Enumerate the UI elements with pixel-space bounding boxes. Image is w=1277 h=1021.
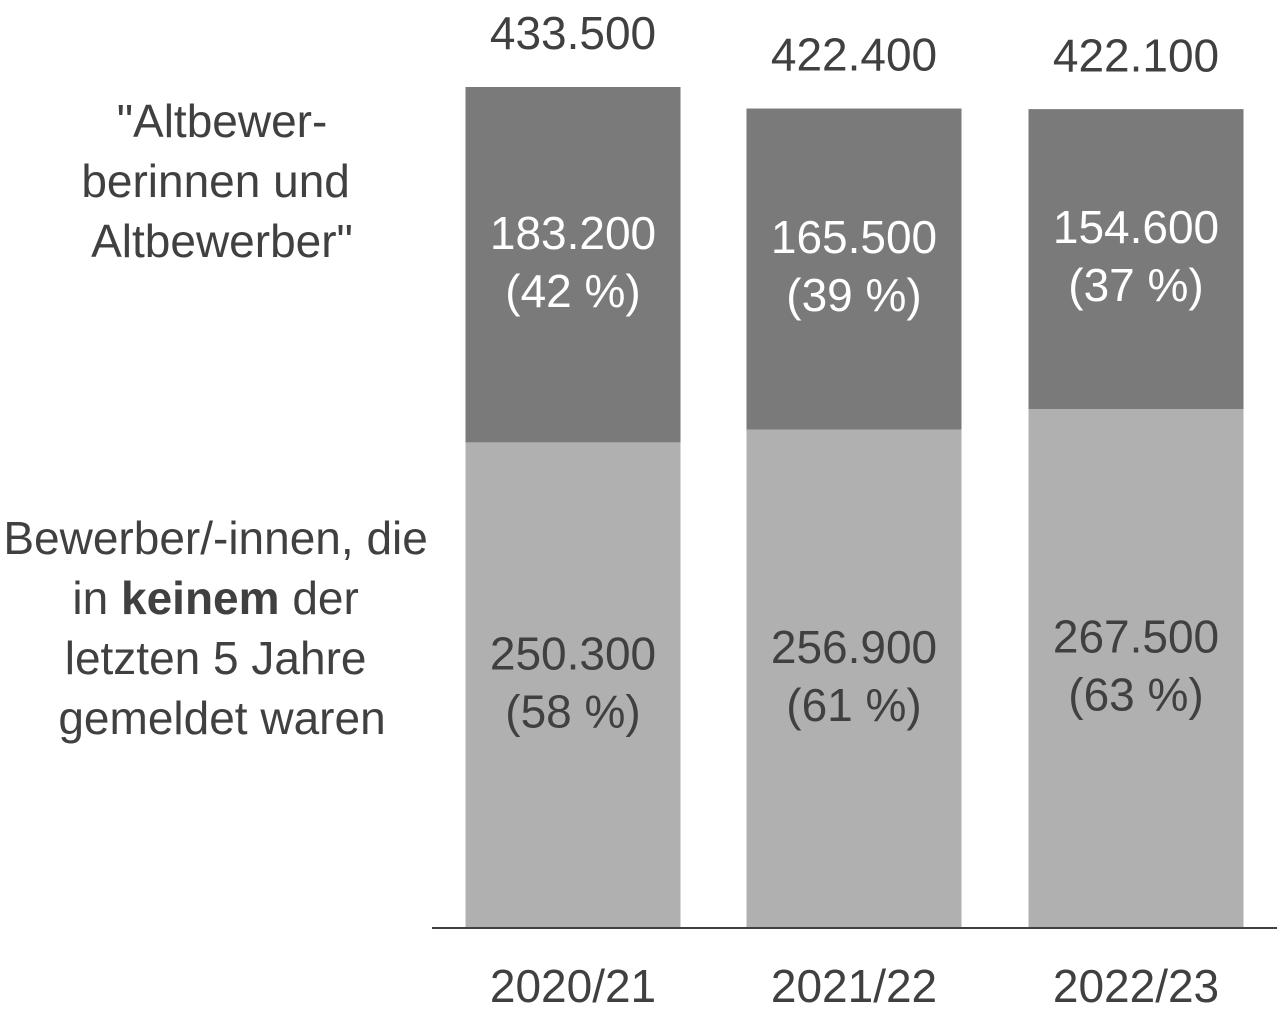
bar-segment: [746, 429, 962, 928]
legend-line: Altbewerber": [91, 215, 353, 267]
x-tick-label: 2021/22: [771, 960, 937, 1012]
share-label: (61 %): [786, 679, 921, 731]
value-label: 250.300: [490, 627, 656, 679]
value-label: 154.600: [1053, 201, 1219, 253]
legend-word: "Altbewer-: [117, 95, 328, 147]
legend-line: in keinem der: [72, 572, 371, 624]
bar-segment: [465, 442, 681, 928]
total-label: 422.100: [1053, 29, 1219, 81]
legend-label: Bewerber/-innen, die in keinem der letzt…: [3, 512, 440, 744]
legend-word: der: [292, 572, 371, 624]
share-label: (42 %): [505, 265, 640, 317]
value-label: 267.500: [1053, 611, 1219, 663]
legend-line: berinnen und: [81, 155, 362, 207]
legend-word: berinnen: [81, 155, 273, 207]
legend-word: Bewerber/-innen,: [3, 512, 366, 564]
legend-word: waren: [259, 692, 385, 744]
x-tick-label: 2022/23: [1053, 960, 1219, 1012]
value-label: 256.900: [771, 621, 937, 673]
legend-word: in: [72, 572, 121, 624]
legend-label: "Altbewer-berinnen und Altbewerber": [81, 95, 362, 267]
value-label: 183.200: [490, 207, 656, 259]
bar-segment: [746, 108, 962, 430]
value-label: 165.500: [771, 211, 937, 263]
legend-word: gemeldet: [58, 692, 260, 744]
legend-line: letzten 5 Jahre: [65, 632, 380, 684]
share-label: (58 %): [505, 685, 640, 737]
legend-word: Altbewerber": [91, 215, 353, 267]
total-label: 422.400: [771, 29, 937, 81]
bar-segment: [1028, 409, 1244, 928]
legend-word: letzten: [65, 632, 213, 684]
share-label: (37 %): [1068, 259, 1203, 311]
legend-line: Bewerber/-innen, die: [3, 512, 440, 564]
bar-segment: [1028, 109, 1244, 410]
bar-segment: [465, 87, 681, 443]
x-tick-label: 2020/21: [490, 960, 656, 1012]
legend-word: die: [366, 512, 440, 564]
legend-line: gemeldet waren: [58, 692, 385, 744]
legend-word: keinem: [121, 572, 292, 624]
share-label: (39 %): [786, 269, 921, 321]
legend-word: Jahre: [251, 632, 379, 684]
legend-line: "Altbewer-: [117, 95, 328, 147]
total-label: 433.500: [490, 7, 656, 59]
share-label: (63 %): [1068, 669, 1203, 721]
legend-word: und: [273, 155, 363, 207]
legend-word: 5: [213, 632, 251, 684]
